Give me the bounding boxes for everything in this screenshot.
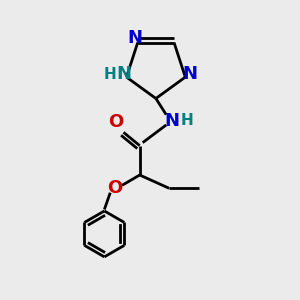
Text: O: O: [107, 179, 122, 197]
Text: N: N: [127, 29, 142, 47]
Text: N: N: [182, 65, 197, 83]
Text: H: H: [180, 113, 193, 128]
Text: N: N: [116, 65, 131, 83]
Text: N: N: [165, 112, 180, 130]
Text: H: H: [104, 67, 117, 82]
Text: O: O: [109, 113, 124, 131]
